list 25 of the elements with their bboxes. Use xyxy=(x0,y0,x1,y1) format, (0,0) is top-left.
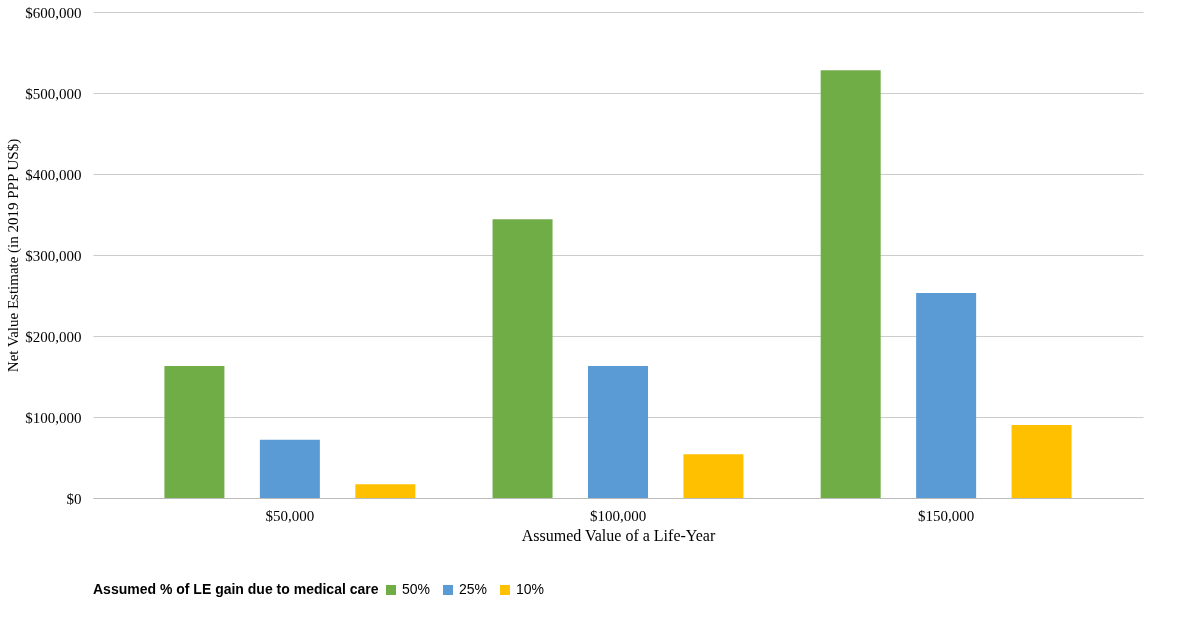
y-tick-label: $100,000 xyxy=(25,409,82,426)
legend-title: Assumed % of LE gain due to medical care xyxy=(93,581,379,597)
bar xyxy=(683,454,744,498)
x-tick-label: $150,000 xyxy=(918,507,975,524)
bar xyxy=(1011,425,1072,498)
x-tick-label: $100,000 xyxy=(589,507,647,524)
y-tick-label: $400,000 xyxy=(25,166,82,183)
legend-label: 50% xyxy=(402,581,431,597)
bar xyxy=(259,439,320,498)
bar xyxy=(820,70,881,498)
y-tick-label: $600,000 xyxy=(25,4,82,21)
bar xyxy=(492,219,553,498)
bar xyxy=(588,365,648,498)
bar xyxy=(916,293,977,498)
x-tick-label: $50,000 xyxy=(265,507,315,524)
legend-label: 10% xyxy=(516,581,545,597)
y-tick-label: $500,000 xyxy=(25,85,82,102)
y-tick-label: $300,000 xyxy=(25,247,82,264)
bar xyxy=(355,484,416,498)
y-tick-label: $0 xyxy=(66,490,82,507)
y-axis-title: Net Value Estimate (in 2019 PPP US$) xyxy=(5,138,23,373)
legend-label: 25% xyxy=(459,581,488,597)
y-tick-label: $200,000 xyxy=(25,328,82,345)
bar xyxy=(164,365,225,498)
x-axis-title: Assumed Value of a Life-Year xyxy=(521,526,716,544)
